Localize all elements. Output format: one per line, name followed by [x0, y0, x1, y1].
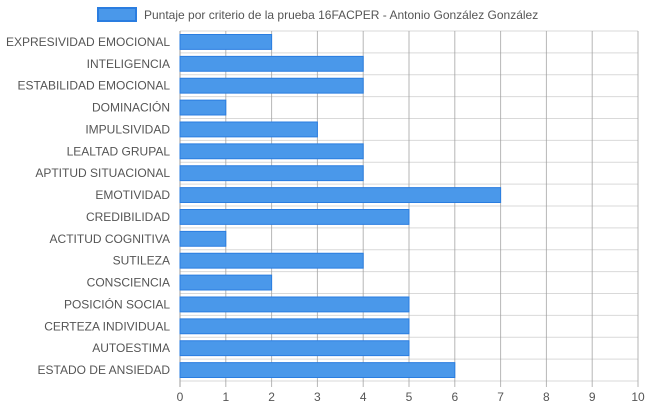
legend-label: Puntaje por criterio de la prueba 16FACP…: [144, 8, 538, 22]
x-tick-label: 9: [589, 390, 596, 404]
x-tick-label: 4: [360, 390, 367, 404]
category-label: CREDIBILIDAD: [86, 210, 170, 224]
bar[interactable]: [179, 209, 410, 225]
bar[interactable]: [179, 230, 227, 247]
bar[interactable]: [179, 165, 364, 182]
bar[interactable]: [179, 318, 410, 335]
bar[interactable]: [179, 121, 318, 138]
category-label: LEALTAD GRUPAL: [67, 144, 171, 158]
category-label: EMOTIVIDAD: [95, 188, 170, 202]
category-label: EXPRESIVIDAD EMOCIONAL: [6, 35, 170, 49]
bar[interactable]: [179, 34, 273, 50]
x-axis-tick-labels: 0 1 2 3 4 5 6 7 8 9 10: [177, 390, 645, 404]
bar[interactable]: [179, 99, 227, 116]
bar[interactable]: [179, 252, 364, 269]
x-tick-label: 8: [543, 390, 550, 404]
category-label: INTELIGENCIA: [87, 57, 170, 71]
chart-legend[interactable]: Puntaje por criterio de la prueba 16FACP…: [97, 7, 538, 22]
category-label: APTITUD SITUACIONAL: [35, 166, 170, 180]
x-tick-label: 6: [451, 390, 458, 404]
category-label: IMPULSIVIDAD: [85, 122, 170, 136]
category-label: CONSCIENCIA: [87, 276, 170, 290]
legend-swatch[interactable]: [97, 7, 137, 22]
x-tick-label: 10: [631, 390, 645, 404]
bar[interactable]: [179, 77, 364, 94]
bar[interactable]: [179, 143, 364, 160]
bar[interactable]: [179, 187, 502, 203]
x-tick-label: 3: [314, 390, 321, 404]
bar[interactable]: [179, 362, 456, 378]
category-label: ACTITUD COGNITIVA: [50, 232, 170, 246]
category-label: DOMINACIÓN: [92, 100, 170, 115]
category-label: CERTEZA INDIVIDUAL: [44, 319, 170, 333]
x-tick-label: 2: [268, 390, 275, 404]
category-labels: EXPRESIVIDAD EMOCIONAL INTELIGENCIA ESTABI…: [6, 35, 170, 377]
category-label: ESTABILIDAD EMOCIONAL: [18, 79, 171, 93]
category-label: SUTILEZA: [113, 254, 170, 268]
category-label: ESTADO DE ANSIEDAD: [38, 363, 171, 377]
x-tick-label: 1: [222, 390, 229, 404]
category-label: POSICIÓN SOCIAL: [64, 296, 170, 311]
x-tick-label: 7: [497, 390, 504, 404]
x-tick-label: 0: [177, 390, 184, 404]
bar[interactable]: [179, 274, 273, 291]
category-label: AUTOESTIMA: [92, 341, 170, 355]
bar[interactable]: [179, 55, 364, 72]
bar[interactable]: [179, 296, 410, 313]
x-tick-label: 5: [406, 390, 413, 404]
bars: [179, 34, 502, 378]
bar[interactable]: [179, 340, 410, 357]
